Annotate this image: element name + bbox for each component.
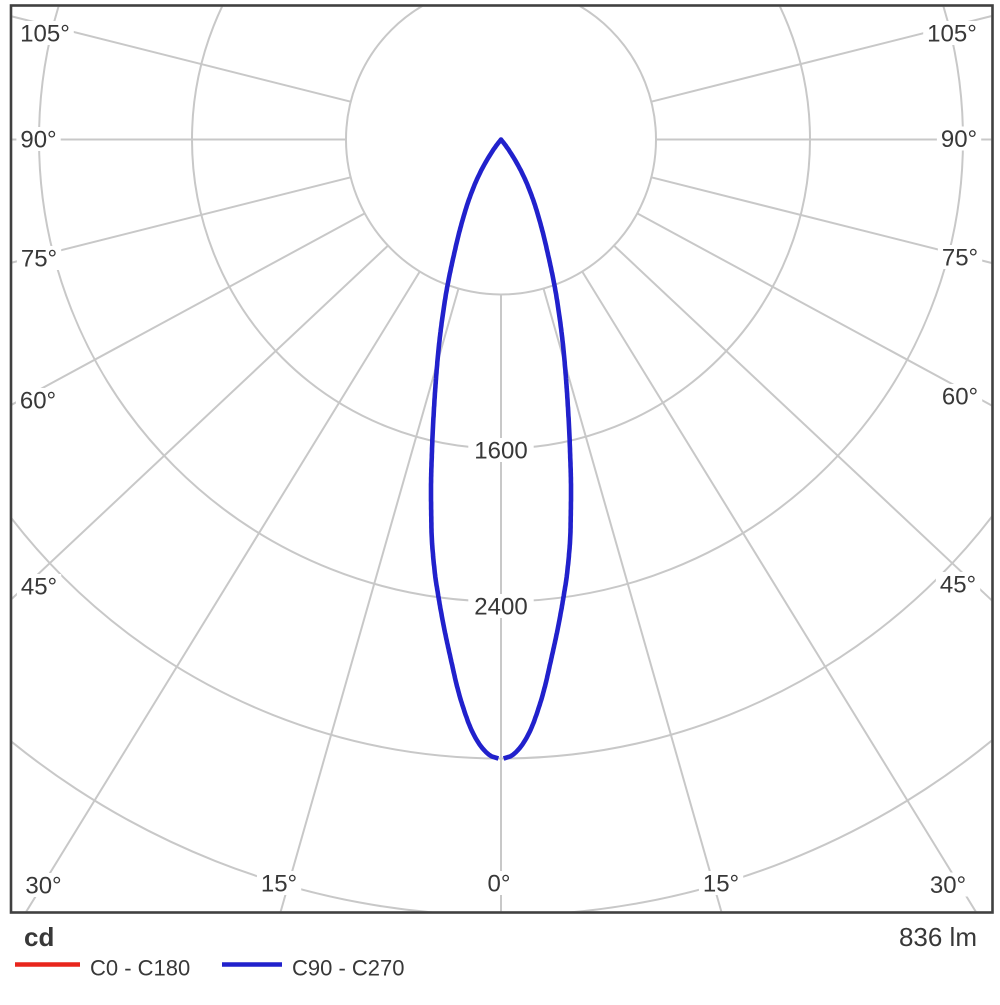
svg-text:836 lm: 836 lm [899, 922, 977, 952]
svg-text:2400: 2400 [474, 593, 527, 620]
svg-text:1600: 1600 [474, 437, 527, 464]
svg-text:60°: 60° [942, 383, 978, 410]
svg-text:45°: 45° [940, 571, 976, 598]
svg-text:15°: 15° [703, 870, 739, 897]
svg-text:C0 - C180: C0 - C180 [90, 956, 190, 981]
svg-text:105°: 105° [20, 20, 70, 47]
svg-text:30°: 30° [930, 872, 966, 899]
svg-text:60°: 60° [20, 387, 56, 414]
svg-text:15°: 15° [261, 870, 297, 897]
svg-text:75°: 75° [942, 244, 978, 271]
svg-text:90°: 90° [941, 126, 977, 153]
svg-text:30°: 30° [25, 872, 61, 899]
svg-text:105°: 105° [927, 20, 977, 47]
svg-text:C90 - C270: C90 - C270 [292, 956, 405, 981]
svg-text:45°: 45° [21, 573, 57, 600]
svg-text:75°: 75° [21, 245, 57, 272]
svg-text:0°: 0° [488, 870, 511, 897]
svg-text:cd: cd [24, 922, 54, 952]
svg-text:90°: 90° [20, 126, 56, 153]
